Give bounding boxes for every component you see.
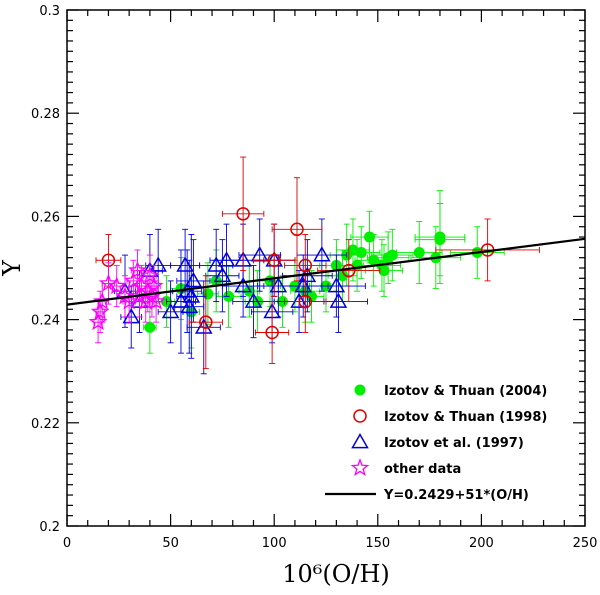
- data-point: [290, 222, 304, 237]
- legend-swatch: [350, 458, 370, 476]
- legend-label: Izotov et al. (1997): [384, 436, 524, 451]
- y-tick-label: 0.3: [39, 4, 60, 19]
- data-point: [327, 277, 346, 293]
- data-point: [368, 254, 380, 266]
- data-point: [182, 287, 201, 303]
- y-axis-title: Y: [0, 259, 26, 277]
- data-point: [378, 265, 390, 277]
- data-point: [386, 249, 398, 261]
- data-point: [250, 246, 269, 262]
- x-tick-label: 200: [469, 536, 494, 551]
- data-point: [213, 266, 232, 283]
- data-point: [364, 231, 376, 243]
- data-point: [184, 271, 203, 288]
- legend-label: Izotov & Thuan (1998): [384, 410, 547, 425]
- legend-swatch: [354, 384, 366, 396]
- legend-swatch: [351, 432, 369, 449]
- series-open-star: [88, 249, 166, 344]
- data-point: [298, 258, 313, 273]
- x-tick-label: 250: [573, 536, 598, 551]
- data-point: [244, 292, 263, 308]
- data-point: [149, 256, 167, 272]
- data-point: [290, 292, 308, 308]
- data-point: [313, 246, 331, 262]
- data-point: [234, 277, 252, 293]
- data-point: [140, 265, 160, 284]
- data-point: [90, 302, 110, 320]
- data-point: [298, 294, 313, 309]
- legend: Izotov & Thuan (2004) Izotov & Thuan (199…: [325, 384, 547, 503]
- data-point: [115, 286, 135, 305]
- data-point: [305, 290, 317, 302]
- data-point: [329, 292, 348, 308]
- data-point: [180, 297, 199, 314]
- data-point: [119, 291, 139, 310]
- data-point: [236, 207, 250, 221]
- data-point: [294, 277, 313, 293]
- y-tick-label: 0.2: [39, 520, 60, 535]
- y-tick-label: 0.26: [31, 210, 60, 225]
- data-point: [122, 308, 141, 324]
- data-point: [347, 244, 359, 256]
- y-tick-label: 0.22: [31, 417, 60, 432]
- legend-label: Y=0.2429+51*(O/H): [383, 488, 529, 503]
- axis-ticks: 0 50 100 150 200 250 0.2 0.22 0.24 0.26 0.28 0.3: [31, 4, 597, 551]
- data-point: [107, 276, 127, 295]
- data-point: [99, 273, 118, 292]
- data-point: [123, 271, 143, 289]
- data-point: [199, 315, 213, 329]
- data-point: [413, 247, 425, 259]
- series-open-circle: [95, 156, 540, 370]
- data-point: [355, 247, 367, 259]
- x-tick-label: 150: [365, 536, 390, 551]
- data-point: [194, 318, 213, 334]
- x-tick-label: 100: [262, 536, 287, 551]
- x-tick-label: 0: [63, 536, 71, 551]
- data-layer: [66, 156, 586, 375]
- data-point: [265, 325, 279, 340]
- legend-label: Izotov & Thuan (2004): [384, 384, 547, 399]
- data-point: [144, 321, 156, 333]
- data-point: [217, 251, 236, 267]
- y-tick-label: 0.24: [31, 314, 60, 329]
- data-point: [337, 270, 349, 282]
- x-axis-title: 10⁶(O/H): [282, 560, 390, 588]
- data-point: [267, 253, 281, 268]
- data-point: [176, 256, 194, 272]
- data-point: [88, 312, 108, 331]
- legend-swatch: [353, 409, 367, 423]
- data-point: [434, 231, 446, 243]
- data-point: [146, 291, 166, 310]
- data-point: [161, 302, 180, 319]
- fit-line: [66, 237, 586, 306]
- data-point: [144, 276, 164, 295]
- legend-label: other data: [384, 462, 461, 477]
- x-tick-label: 50: [162, 536, 179, 551]
- data-point: [128, 260, 147, 279]
- y-tick-label: 0.28: [31, 107, 60, 122]
